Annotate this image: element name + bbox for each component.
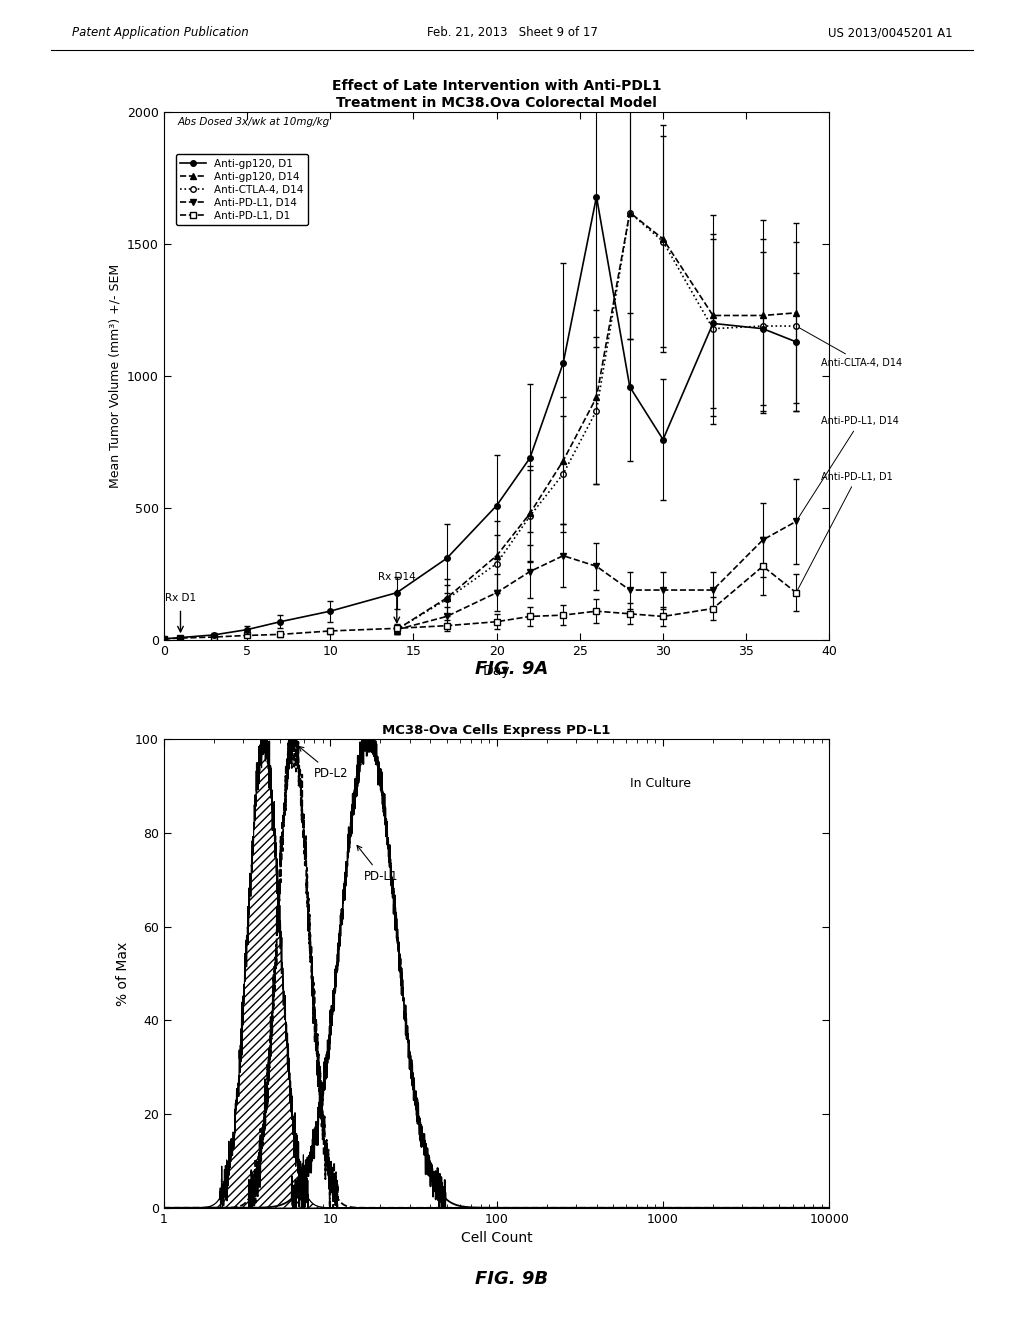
Text: FIG. 9B: FIG. 9B [475, 1270, 549, 1288]
Text: PD-L2: PD-L2 [299, 746, 348, 780]
Y-axis label: Mean Tumor Volume (mm³) +/- SEM: Mean Tumor Volume (mm³) +/- SEM [109, 264, 122, 488]
Text: Feb. 21, 2013   Sheet 9 of 17: Feb. 21, 2013 Sheet 9 of 17 [427, 26, 597, 40]
X-axis label: Cell Count: Cell Count [461, 1232, 532, 1245]
Text: Abs Dosed 3x/wk at 10mg/kg: Abs Dosed 3x/wk at 10mg/kg [177, 117, 330, 128]
Text: Anti-PD-L1, D1: Anti-PD-L1, D1 [798, 471, 893, 590]
Title: Effect of Late Intervention with Anti-PDL1
Treatment in MC38.Ova Colorectal Mode: Effect of Late Intervention with Anti-PD… [332, 79, 662, 110]
Text: PD-L1: PD-L1 [357, 845, 398, 883]
X-axis label: Day: Day [483, 664, 510, 677]
Text: Patent Application Publication: Patent Application Publication [72, 26, 249, 40]
Text: FIG. 9A: FIG. 9A [475, 660, 549, 678]
Y-axis label: % of Max: % of Max [116, 941, 130, 1006]
Legend: Anti-gp120, D1, Anti-gp120, D14, Anti-CTLA-4, D14, Anti-PD-L1, D14, Anti-PD-L1, : Anti-gp120, D1, Anti-gp120, D14, Anti-CT… [176, 154, 308, 226]
Text: US 2013/0045201 A1: US 2013/0045201 A1 [827, 26, 952, 40]
Text: Anti-CLTA-4, D14: Anti-CLTA-4, D14 [799, 327, 902, 368]
Title: MC38-Ova Cells Express PD-L1: MC38-Ova Cells Express PD-L1 [382, 723, 611, 737]
Text: Rx D1: Rx D1 [165, 593, 196, 603]
Text: Anti-PD-L1, D14: Anti-PD-L1, D14 [798, 416, 899, 519]
Text: Rx D14: Rx D14 [378, 572, 416, 582]
Text: In Culture: In Culture [630, 776, 691, 789]
